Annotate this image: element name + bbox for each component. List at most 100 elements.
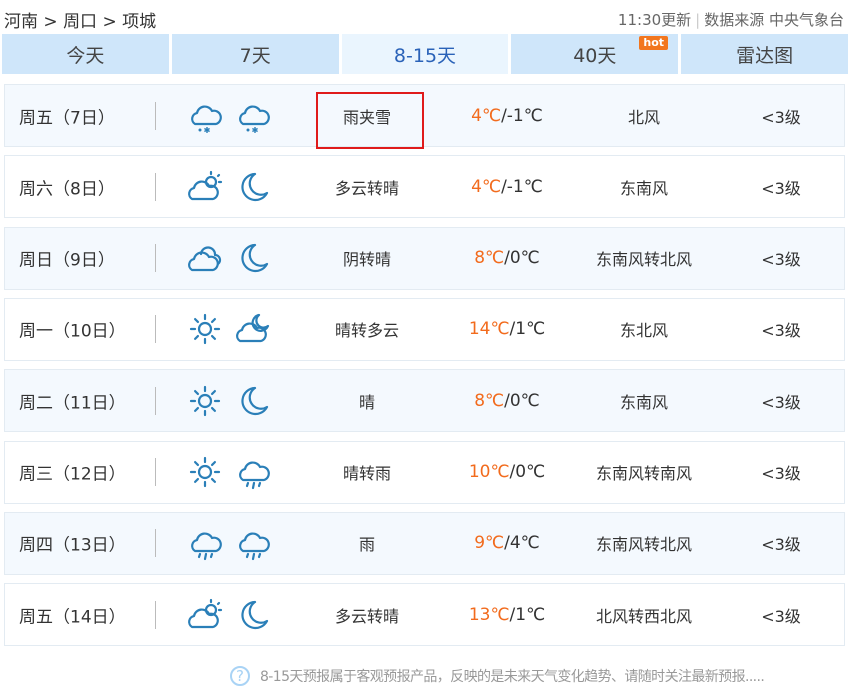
high-temp: 9℃: [474, 533, 505, 554]
temperature: 9℃/4℃: [437, 533, 577, 553]
tab-today[interactable]: 今天: [2, 34, 169, 74]
low-temp: /4℃: [504, 533, 540, 554]
wind-level: <3级: [761, 606, 801, 626]
day-label: 周一（10日）: [19, 321, 126, 342]
tab-radar[interactable]: 雷达图: [681, 34, 848, 74]
forecast-tabs: 今天 7天 8-15天 40天 hot 雷达图: [2, 34, 848, 74]
footer-note: ? 8-15天预报属于客观预报产品，反映的是未来天气变化趋势、请随时关注最新预报…: [230, 666, 765, 686]
breadcrumb: 河南 > 周口 > 项城: [4, 7, 156, 32]
breadcrumb-sep: >: [102, 12, 117, 32]
forecast-row: 周四（13日） 雨 9℃/4℃ 东南风转北风 <3级: [4, 511, 845, 575]
divider: [155, 386, 156, 415]
rain-icon: [239, 532, 270, 561]
low-temp: /0℃: [504, 248, 540, 269]
day-label: 周日（9日）: [19, 250, 115, 271]
snow-rain-icon: [239, 104, 270, 133]
divider: [155, 101, 156, 130]
temperature: 14℃/1℃: [437, 319, 577, 339]
temperature: 8℃/0℃: [437, 248, 577, 268]
temperature: 10℃/0℃: [437, 462, 577, 482]
weather-desc: 雨: [358, 535, 375, 555]
temperature: 4℃/-1℃: [437, 106, 577, 126]
weather-desc: 多云转晴: [334, 606, 399, 626]
wind-level: <3级: [761, 535, 801, 555]
temperature: 4℃/-1℃: [437, 177, 577, 197]
divider: [155, 458, 156, 486]
wind-direction: 东南风转北风: [595, 535, 692, 555]
tab-7day[interactable]: 7天: [171, 34, 339, 74]
weather-desc: 晴: [358, 392, 375, 412]
tab-8-15day[interactable]: 8-15天: [341, 34, 509, 74]
weather-desc: 阴转晴: [342, 250, 391, 270]
tab-label: 40天: [573, 44, 617, 67]
wind-level: <3级: [761, 250, 801, 270]
partly-cloudy-icon: [188, 598, 223, 628]
day-label: 周四（13日）: [19, 535, 126, 556]
rain-icon: [239, 461, 270, 490]
forecast-row: 周五（14日） 多云转晴 13℃/1℃ 北风转西北风 <3级: [4, 583, 845, 647]
tab-40day[interactable]: 40天 hot: [511, 34, 679, 74]
weather-icons: [187, 98, 271, 134]
moon-icon: [241, 172, 269, 201]
weather-icons: [187, 597, 271, 633]
weather-icons: [187, 240, 271, 276]
forecast-row: 周二（11日） 晴 8℃/0℃ 东南风 <3级: [4, 369, 845, 433]
question-icon[interactable]: ?: [230, 666, 250, 686]
wind-direction: 东南风: [619, 178, 668, 198]
low-temp: /1℃: [509, 319, 546, 340]
tab-label: 8-15天: [393, 44, 457, 67]
breadcrumb-county: 项城: [122, 12, 157, 32]
low-temp: /-1℃: [501, 176, 543, 197]
moon-icon: [241, 386, 269, 415]
sun-icon: [189, 314, 221, 345]
weather-icons: [187, 383, 271, 419]
partly-cloudy-icon: [188, 170, 223, 200]
high-temp: 4℃: [471, 105, 502, 126]
day-label: 周六（8日）: [19, 179, 115, 200]
update-time: 11:30更新: [617, 11, 692, 29]
forecast-row: 周五（7日） 雨夹雪 4℃/-1℃ 北风 <3级: [4, 84, 845, 147]
weather-desc: 多云转晴: [334, 178, 399, 198]
divider: [155, 600, 156, 629]
overcast-icon: [188, 246, 222, 272]
weather-icons: [187, 169, 271, 205]
weather-desc: 雨夹雪: [342, 107, 391, 127]
divider: [155, 315, 156, 344]
temperature: 13℃/1℃: [437, 605, 577, 625]
low-temp: /-1℃: [501, 105, 543, 126]
wind-level: <3级: [761, 392, 801, 412]
snow-rain-icon: [191, 104, 222, 133]
divider: [155, 244, 156, 273]
breadcrumb-sep: >: [43, 12, 58, 32]
tab-label: 雷达图: [736, 44, 794, 67]
weather-desc: 晴转雨: [342, 464, 391, 483]
high-temp: 8℃: [474, 248, 505, 269]
weather-desc: 晴转多云: [334, 321, 399, 341]
weather-icons: [187, 454, 271, 490]
tab-label: 7天: [239, 44, 271, 67]
high-temp: 14℃: [468, 319, 510, 340]
day-label: 周三（12日）: [19, 464, 126, 485]
footer-text: 8-15天预报属于客观预报产品，反映的是未来天气变化趋势、请随时关注最新预报..…: [260, 669, 765, 685]
wind-level: <3级: [761, 464, 801, 483]
high-temp: 8℃: [474, 390, 505, 411]
low-temp: /1℃: [509, 604, 546, 625]
forecast-row: 周日（9日） 阴转晴 8℃/0℃ 东南风转北风 <3级: [4, 226, 845, 290]
breadcrumb-city[interactable]: 周口: [63, 12, 98, 32]
highlight-box: [316, 92, 424, 149]
wind-direction: 东南风转北风: [595, 250, 692, 270]
wind-direction: 东南风转南风: [595, 464, 692, 483]
sun-icon: [189, 385, 221, 416]
hot-badge: hot: [639, 36, 669, 50]
weather-icons: [187, 311, 271, 347]
forecast-row: 周一（10日） 晴转多云 14℃/1℃ 东北风 <3级: [4, 297, 845, 361]
wind-direction: 北风: [627, 107, 660, 127]
tab-label: 今天: [66, 44, 105, 67]
wind-direction: 北风转西北风: [595, 606, 692, 626]
moon-icon: [241, 600, 269, 629]
high-temp: 13℃: [468, 604, 510, 625]
rain-icon: [191, 532, 222, 561]
day-label: 周五（14日）: [19, 607, 126, 628]
breadcrumb-province[interactable]: 河南: [4, 12, 38, 32]
day-label: 周五（7日）: [19, 108, 115, 128]
